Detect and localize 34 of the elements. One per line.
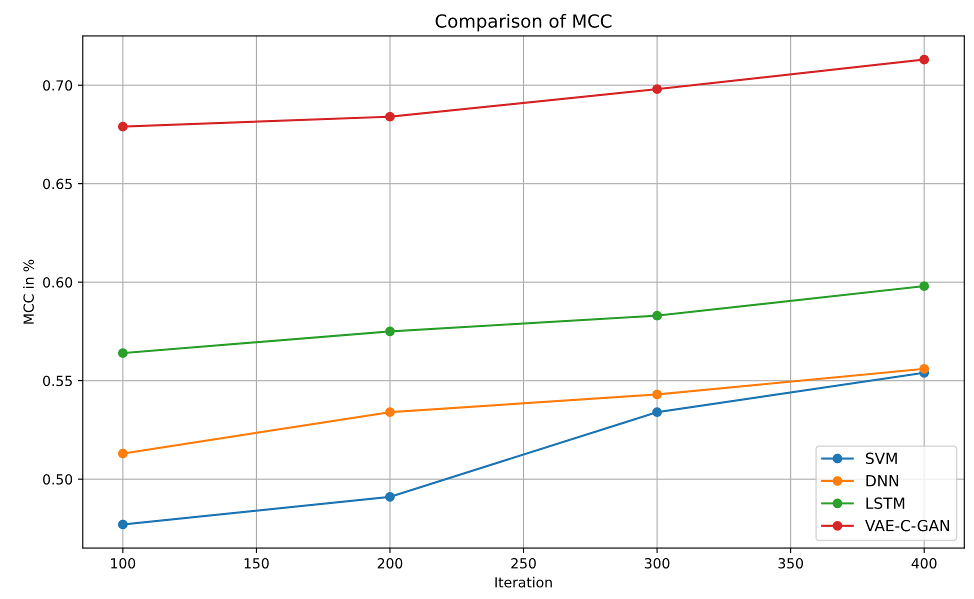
point xyxy=(652,390,662,400)
legend-label: SVM xyxy=(866,452,897,464)
y-tick-label: 0.65 xyxy=(43,178,72,190)
legend-label: LSTM xyxy=(866,497,904,509)
y-axis-title: MCC in % xyxy=(23,260,34,324)
x-tick-label: 150 xyxy=(244,558,269,569)
point xyxy=(118,520,128,530)
point xyxy=(652,310,662,321)
point xyxy=(118,122,128,132)
chart-title: Comparison of MCC xyxy=(436,14,612,32)
point xyxy=(385,407,395,418)
y-tick-label: 0.55 xyxy=(43,376,72,386)
point xyxy=(385,112,395,122)
point xyxy=(385,326,395,336)
point xyxy=(919,364,930,374)
x-tick-label: 100 xyxy=(111,558,136,569)
point xyxy=(919,281,930,291)
point xyxy=(652,407,662,418)
legend-label: DNN xyxy=(866,475,898,486)
y-tick-label: 0.60 xyxy=(43,277,72,288)
x-tick-label: 350 xyxy=(778,558,803,569)
y-tick-label: 0.70 xyxy=(43,80,72,91)
point xyxy=(385,492,395,502)
point xyxy=(118,448,128,458)
x-tick-label: 300 xyxy=(644,558,670,569)
x-axis-title: Iteration xyxy=(495,576,552,588)
point xyxy=(919,54,930,64)
y-tick-label: 0.50 xyxy=(43,474,72,485)
legend-label: VAE-C-GAN xyxy=(865,520,950,532)
x-tick-label: 250 xyxy=(511,558,536,569)
point xyxy=(118,348,128,358)
x-tick-label: 200 xyxy=(378,558,402,569)
x-tick-label: 400 xyxy=(912,558,937,569)
point xyxy=(652,84,662,94)
